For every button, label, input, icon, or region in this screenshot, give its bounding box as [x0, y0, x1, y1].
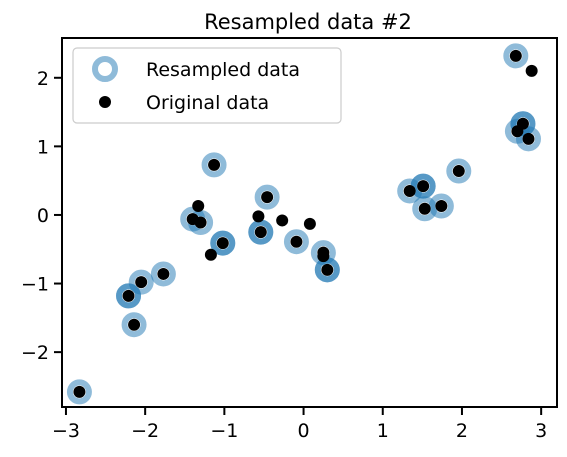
legend: Resampled data Original data [72, 47, 342, 124]
original-point [522, 132, 535, 145]
resampled-point [283, 229, 309, 255]
x-tick-label: 0 [298, 420, 310, 442]
resampled-point [446, 158, 472, 184]
original-point [317, 246, 330, 259]
x-tick-label: −3 [52, 420, 80, 442]
y-tick-label: 2 [37, 68, 49, 90]
resampled-point [116, 283, 142, 309]
original-point [135, 276, 148, 289]
original-point [525, 64, 538, 77]
resampled-point [515, 126, 541, 152]
y-tick-label: −1 [21, 274, 49, 296]
resampled-point [210, 230, 236, 256]
x-tick-label: 1 [377, 420, 389, 442]
legend-label-original: Original data [146, 92, 269, 114]
original-point [452, 165, 465, 178]
original-point [122, 289, 135, 302]
original-point [276, 214, 289, 227]
legend-marker-original [99, 96, 111, 108]
resampled-point [248, 219, 274, 245]
x-tick-label: 2 [456, 420, 468, 442]
x-tick-label: 3 [535, 420, 547, 442]
original-point [290, 235, 303, 248]
original-point [261, 191, 274, 204]
resampled-point [428, 193, 454, 219]
x-tick-label: −2 [131, 420, 159, 442]
original-point [516, 117, 529, 130]
legend-marker-resampled [92, 56, 118, 82]
original-point [73, 385, 86, 398]
original-point [509, 49, 522, 62]
original-point [321, 263, 334, 276]
y-tick-label: 1 [37, 136, 49, 158]
original-point [128, 318, 141, 331]
original-point [252, 210, 265, 223]
original-point [435, 200, 448, 213]
plot-marks [66, 43, 541, 405]
resampled-point [128, 269, 154, 295]
original-point [418, 202, 431, 215]
legend-box [72, 47, 342, 124]
original-point [208, 158, 221, 171]
x-tick-label: −1 [210, 420, 238, 442]
original-point [417, 180, 430, 193]
resampled-point [397, 178, 423, 204]
original-point [192, 200, 205, 213]
original-point [157, 267, 170, 280]
x-axis-ticks: −3 −2 −1 0 1 2 3 [52, 407, 547, 442]
original-point [194, 216, 207, 229]
y-tick-label: −2 [21, 342, 49, 364]
resampled-point [150, 261, 176, 287]
resampled-point [121, 312, 147, 338]
original-point [303, 217, 316, 230]
resampled-point [201, 152, 227, 178]
original-point [216, 237, 229, 250]
resampled-point [254, 184, 280, 210]
original-point [403, 184, 416, 197]
chart-title: Resampled data #2 [204, 10, 412, 34]
original-point [254, 226, 267, 239]
y-tick-label: 0 [37, 205, 49, 227]
resampled-point [503, 43, 529, 69]
plot-frame [61, 37, 558, 408]
legend-label-resampled: Resampled data [146, 59, 300, 81]
original-point [204, 248, 217, 261]
resampled-point [66, 379, 92, 405]
y-axis-ticks: −2 −1 0 1 2 [21, 68, 62, 364]
resampled-point [410, 173, 436, 199]
